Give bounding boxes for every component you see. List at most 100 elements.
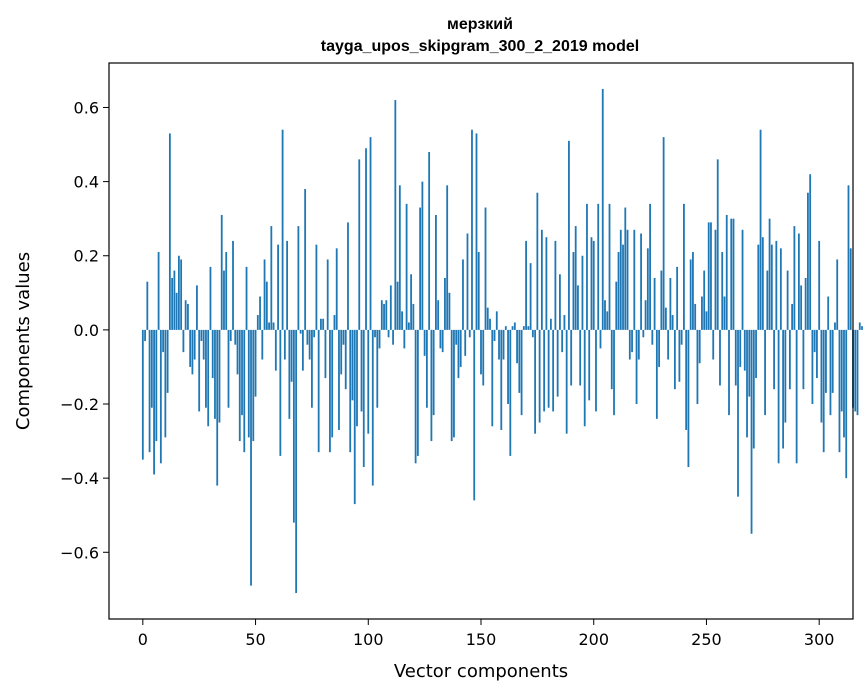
bar-147 — [473, 329, 476, 501]
bar-8 — [159, 329, 162, 464]
bar-81 — [324, 329, 327, 379]
bar-274 — [759, 129, 762, 330]
bar-201 — [595, 329, 597, 412]
bar-287 — [788, 329, 791, 390]
bar-58 — [272, 322, 275, 330]
bar-280 — [773, 329, 775, 390]
bar-78 — [317, 329, 320, 453]
bar-157 — [495, 311, 498, 330]
bar-231 — [662, 137, 665, 330]
bar-256 — [719, 329, 721, 386]
bar-291 — [797, 233, 800, 330]
bar-207 — [608, 203, 611, 330]
bar-152 — [484, 207, 487, 330]
bar-249 — [703, 270, 706, 330]
bar-217 — [631, 329, 633, 353]
bar-37 — [225, 252, 228, 330]
y-axis-ticks: −0.6 −0.4 −0.2 0.0 0.2 0.4 0.6 — [60, 98, 109, 562]
bar-151 — [482, 329, 485, 386]
bar-307 — [834, 322, 836, 330]
bar-66 — [290, 329, 293, 382]
bar-70 — [299, 329, 302, 334]
bar-76 — [313, 329, 316, 338]
bar-5 — [153, 329, 155, 475]
bar-31 — [211, 329, 214, 379]
bar-181 — [549, 318, 552, 330]
bar-317 — [856, 329, 859, 416]
bar-270 — [750, 329, 753, 534]
bar-85 — [333, 315, 336, 330]
bar-239 — [680, 329, 683, 345]
bar-128 — [430, 329, 433, 442]
bar-99 — [365, 148, 367, 330]
bar-304 — [827, 296, 830, 330]
bar-30 — [209, 266, 212, 330]
bar-222 — [642, 329, 645, 338]
bar-268 — [746, 329, 748, 438]
y-tick-label: 0.6 — [74, 98, 99, 117]
bar-258 — [723, 296, 726, 330]
bar-142 — [462, 259, 464, 330]
y-tick-label: 0.0 — [74, 321, 99, 340]
bar-14 — [173, 270, 176, 330]
bar-172 — [529, 263, 532, 330]
bar-187 — [563, 315, 566, 330]
bar-264 — [737, 329, 739, 497]
bar-265 — [739, 329, 742, 367]
bar-159 — [500, 329, 503, 430]
bar-0 — [141, 329, 144, 460]
bar-29 — [207, 329, 210, 427]
bar-259 — [725, 214, 728, 330]
bar-260 — [728, 329, 730, 416]
bar-22 — [191, 329, 194, 375]
bar-228 — [655, 329, 658, 419]
bar-129 — [432, 329, 435, 416]
bar-275 — [761, 237, 764, 330]
bar-197 — [586, 203, 588, 330]
bar-139 — [455, 329, 458, 345]
bar-118 — [407, 322, 410, 330]
chart-title-line-2: tayga_upos_skipgram_300_2_2019 model — [321, 38, 639, 55]
bar-283 — [779, 248, 782, 330]
bar-279 — [770, 244, 773, 330]
bar-166 — [516, 329, 518, 364]
bar-121 — [414, 329, 417, 464]
chart-title-line-1: мерзкий — [447, 16, 513, 33]
bar-303 — [825, 329, 827, 393]
bar-96 — [358, 159, 361, 330]
bar-115 — [401, 311, 403, 330]
bar-310 — [840, 329, 843, 412]
bar-12 — [168, 133, 171, 330]
bar-64 — [286, 240, 289, 330]
bar-145 — [468, 329, 471, 338]
bar-319 — [861, 326, 863, 330]
x-axis-label: Vector components — [394, 661, 568, 682]
bar-169 — [522, 326, 525, 330]
bar-262 — [732, 218, 735, 330]
x-tick-label: 150 — [466, 630, 497, 649]
bar-109 — [387, 329, 390, 338]
bar-43 — [238, 329, 241, 442]
bar-205 — [604, 300, 606, 330]
bar-273 — [757, 244, 760, 330]
bar-278 — [768, 218, 771, 330]
bar-13 — [171, 277, 174, 330]
bar-26 — [200, 329, 203, 341]
bar-88 — [340, 329, 343, 375]
bar-176 — [538, 329, 541, 423]
bar-89 — [342, 329, 345, 345]
bar-301 — [820, 329, 823, 423]
bar-237 — [676, 266, 679, 330]
bars-group — [141, 88, 863, 594]
bar-127 — [428, 151, 431, 330]
bar-214 — [624, 207, 627, 330]
bar-25 — [198, 329, 201, 412]
bar-2 — [146, 281, 149, 330]
bar-136 — [448, 292, 451, 330]
bar-248 — [701, 296, 703, 330]
bar-65 — [288, 329, 291, 419]
bar-308 — [836, 259, 839, 330]
bar-190 — [570, 329, 573, 386]
bar-112 — [394, 100, 397, 330]
